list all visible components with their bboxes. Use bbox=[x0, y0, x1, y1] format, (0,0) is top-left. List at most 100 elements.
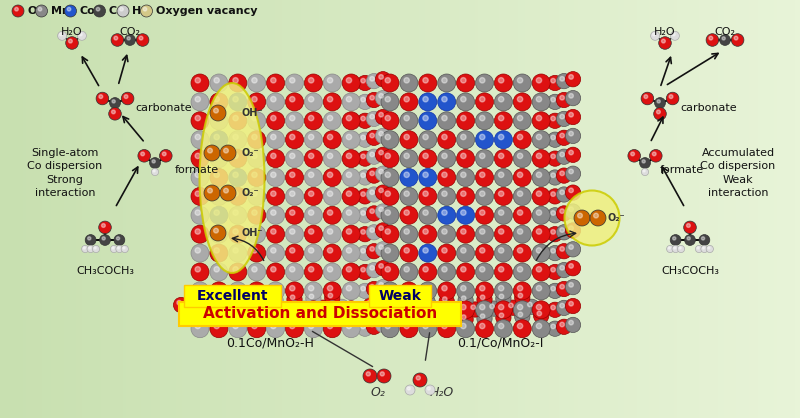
Circle shape bbox=[233, 97, 238, 102]
Circle shape bbox=[404, 285, 410, 291]
Circle shape bbox=[560, 265, 564, 270]
Circle shape bbox=[96, 92, 109, 105]
Text: formate: formate bbox=[660, 165, 704, 175]
Circle shape bbox=[195, 172, 201, 178]
Circle shape bbox=[93, 245, 100, 252]
Circle shape bbox=[518, 229, 522, 234]
Circle shape bbox=[494, 282, 512, 300]
Circle shape bbox=[518, 97, 522, 102]
Circle shape bbox=[304, 225, 322, 243]
Circle shape bbox=[556, 92, 572, 108]
Circle shape bbox=[270, 267, 276, 272]
Circle shape bbox=[366, 111, 382, 127]
Circle shape bbox=[566, 204, 581, 219]
Text: 0.1Co/MnO₂-H: 0.1Co/MnO₂-H bbox=[226, 336, 314, 349]
Circle shape bbox=[233, 115, 238, 121]
Circle shape bbox=[361, 324, 366, 329]
Circle shape bbox=[498, 229, 504, 234]
Circle shape bbox=[385, 323, 390, 329]
Circle shape bbox=[342, 74, 360, 92]
Circle shape bbox=[271, 296, 276, 301]
Circle shape bbox=[290, 134, 295, 140]
Circle shape bbox=[419, 112, 437, 130]
Circle shape bbox=[442, 285, 447, 291]
Circle shape bbox=[550, 135, 555, 140]
Circle shape bbox=[668, 247, 670, 249]
Circle shape bbox=[672, 245, 679, 252]
Circle shape bbox=[249, 313, 264, 328]
Circle shape bbox=[162, 152, 166, 156]
Circle shape bbox=[442, 172, 447, 178]
Circle shape bbox=[419, 93, 437, 111]
Circle shape bbox=[224, 188, 229, 193]
Circle shape bbox=[233, 172, 238, 178]
Circle shape bbox=[569, 283, 574, 287]
Circle shape bbox=[457, 187, 474, 205]
Text: C: C bbox=[109, 6, 117, 16]
Circle shape bbox=[479, 191, 485, 196]
Circle shape bbox=[342, 282, 360, 300]
Circle shape bbox=[479, 248, 485, 253]
Ellipse shape bbox=[199, 83, 265, 273]
Circle shape bbox=[404, 153, 410, 158]
Circle shape bbox=[423, 153, 428, 158]
Circle shape bbox=[438, 320, 456, 338]
Circle shape bbox=[475, 206, 494, 224]
Circle shape bbox=[566, 298, 581, 314]
Circle shape bbox=[498, 267, 504, 272]
Circle shape bbox=[400, 187, 418, 205]
Circle shape bbox=[630, 152, 634, 156]
Circle shape bbox=[120, 8, 123, 11]
Circle shape bbox=[375, 242, 390, 257]
Circle shape bbox=[560, 228, 564, 232]
Circle shape bbox=[494, 301, 512, 319]
Circle shape bbox=[195, 210, 201, 215]
Circle shape bbox=[270, 97, 276, 102]
Circle shape bbox=[210, 168, 228, 186]
Circle shape bbox=[438, 301, 456, 319]
Circle shape bbox=[233, 78, 238, 83]
Circle shape bbox=[327, 97, 333, 102]
Circle shape bbox=[323, 263, 342, 281]
Circle shape bbox=[547, 321, 562, 336]
Circle shape bbox=[475, 244, 494, 262]
Circle shape bbox=[536, 229, 542, 234]
Circle shape bbox=[423, 304, 428, 310]
Circle shape bbox=[139, 36, 143, 40]
Circle shape bbox=[67, 8, 71, 11]
Circle shape bbox=[214, 108, 218, 113]
Circle shape bbox=[306, 310, 321, 325]
Circle shape bbox=[204, 185, 220, 201]
Circle shape bbox=[475, 187, 494, 205]
Circle shape bbox=[323, 131, 342, 149]
Circle shape bbox=[366, 372, 370, 376]
Circle shape bbox=[414, 308, 418, 312]
Circle shape bbox=[405, 298, 410, 303]
Circle shape bbox=[378, 207, 383, 212]
Circle shape bbox=[183, 306, 198, 321]
Circle shape bbox=[346, 210, 352, 215]
Circle shape bbox=[110, 97, 121, 108]
Circle shape bbox=[233, 248, 238, 253]
Circle shape bbox=[366, 130, 382, 145]
Circle shape bbox=[381, 206, 399, 224]
Circle shape bbox=[569, 75, 574, 79]
Circle shape bbox=[233, 210, 238, 215]
Circle shape bbox=[248, 131, 266, 149]
Circle shape bbox=[494, 74, 512, 92]
Circle shape bbox=[174, 297, 189, 313]
Circle shape bbox=[402, 296, 417, 311]
Circle shape bbox=[327, 78, 333, 83]
Circle shape bbox=[461, 191, 466, 196]
Circle shape bbox=[229, 74, 246, 92]
Circle shape bbox=[204, 145, 220, 161]
Circle shape bbox=[229, 225, 246, 243]
Circle shape bbox=[556, 130, 572, 145]
Circle shape bbox=[550, 173, 555, 178]
Circle shape bbox=[462, 315, 466, 319]
Circle shape bbox=[252, 229, 257, 234]
Circle shape bbox=[78, 31, 86, 40]
Circle shape bbox=[536, 267, 542, 272]
Circle shape bbox=[214, 134, 219, 140]
Text: CO₂: CO₂ bbox=[119, 27, 141, 37]
